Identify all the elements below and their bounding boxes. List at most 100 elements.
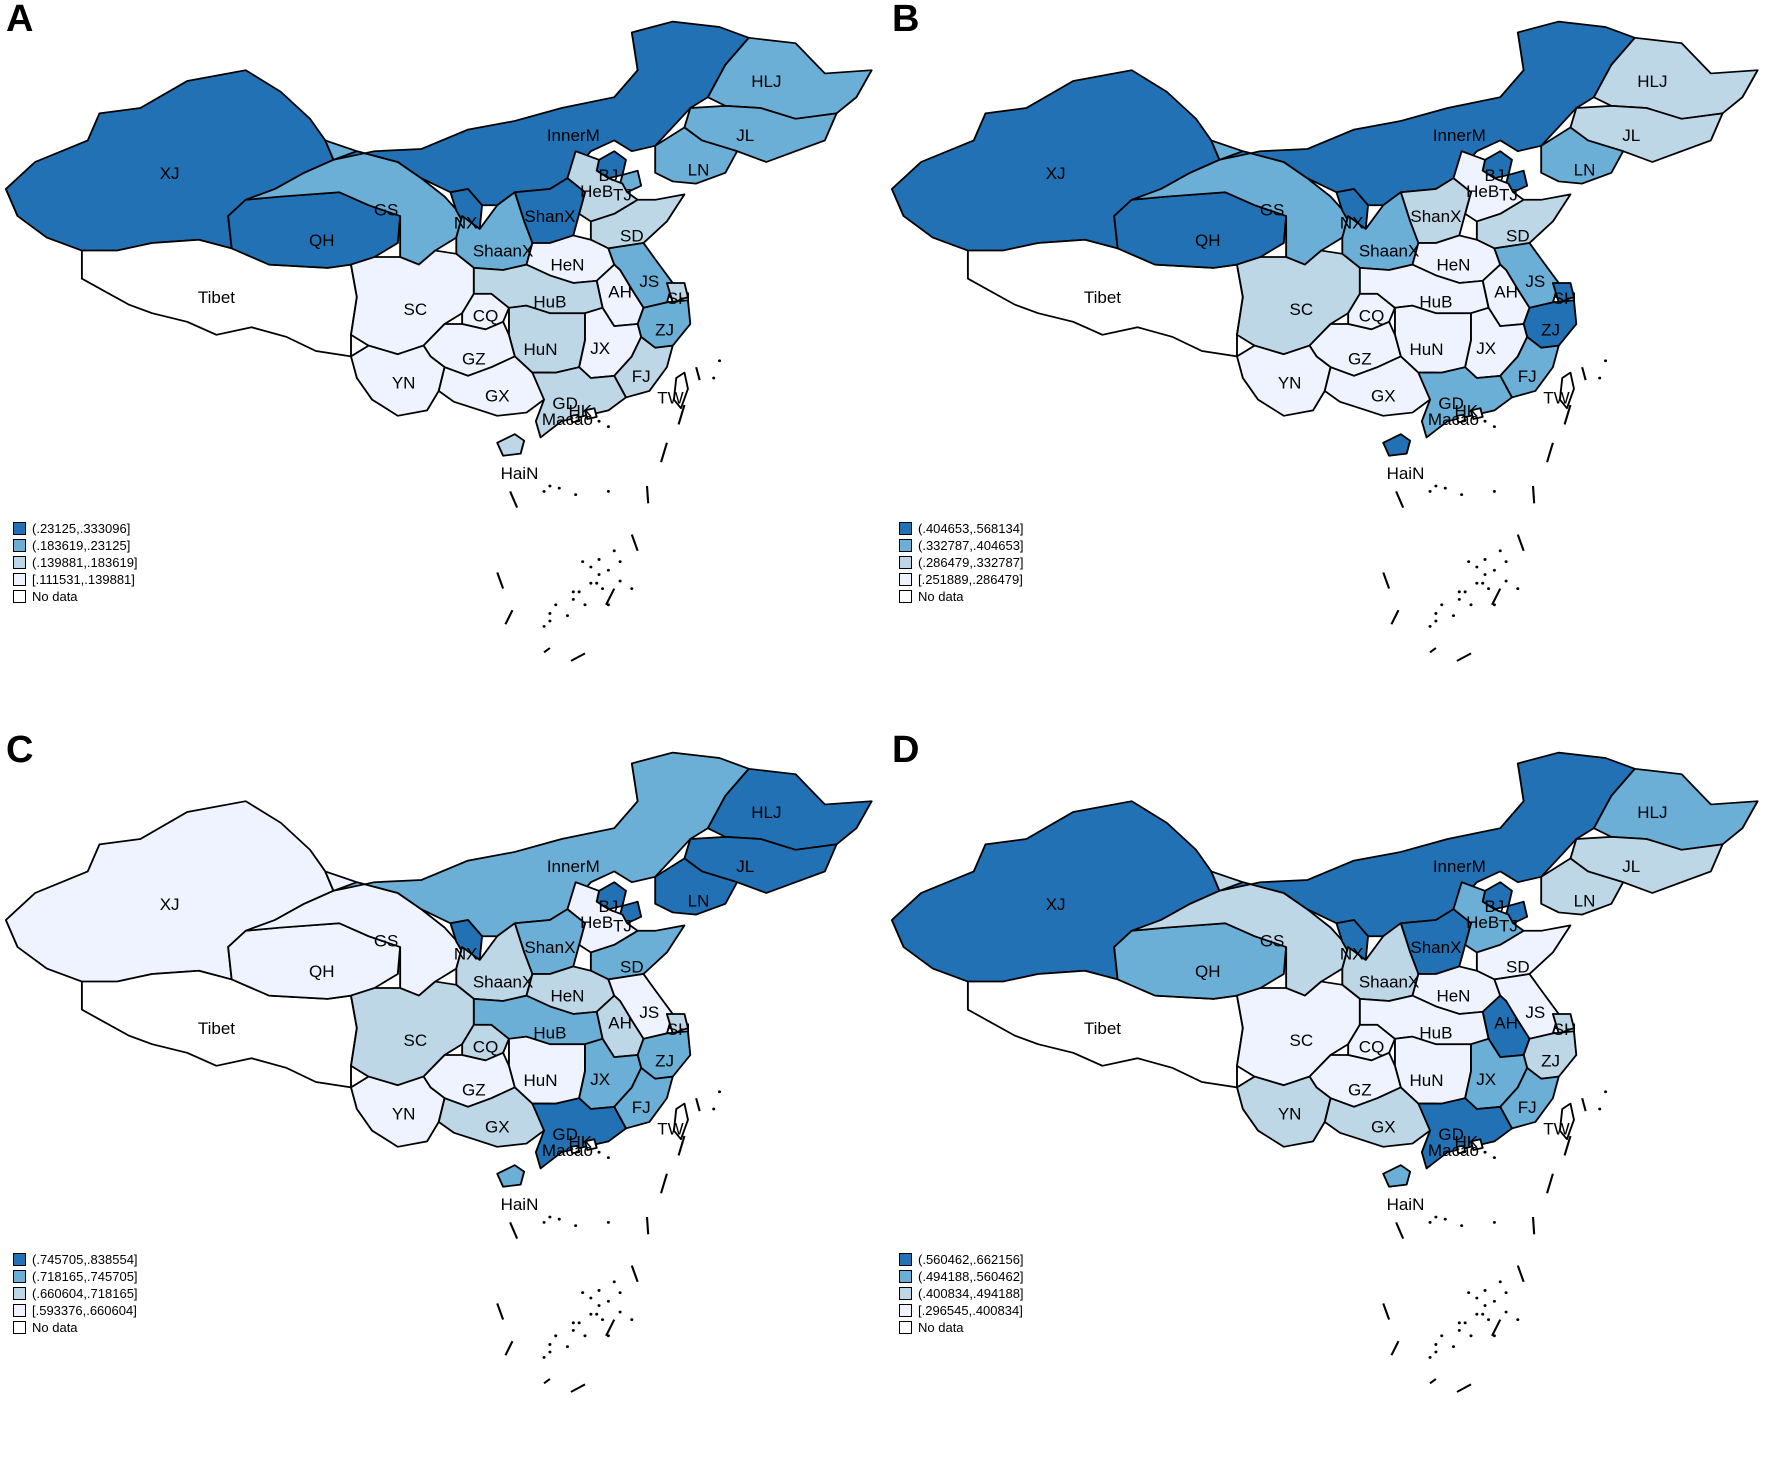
- legend-label: [.593376,.660604]: [32, 1303, 137, 1318]
- province-label-hun: HuN: [1410, 1071, 1444, 1090]
- legend-item: (.183619,.23125]: [13, 537, 138, 554]
- province-hain: [1382, 433, 1412, 457]
- island-dot: [1504, 1310, 1508, 1314]
- island-dot: [1504, 579, 1508, 583]
- island-dot: [583, 603, 587, 607]
- province-label-jx: JX: [1476, 339, 1496, 358]
- province-label-tw: TW: [1543, 1119, 1569, 1138]
- legend-item: (.332787,.404653]: [899, 537, 1024, 554]
- province-label-shaanx: ShaanX: [473, 242, 534, 261]
- island-dot: [618, 579, 622, 583]
- legend-label: (.718165,.745705]: [32, 1269, 138, 1284]
- map-panel-d: D XJ Tibet QH GS InnerM HLJ JL LN BJ TJ HeB ShanX NX S…: [886, 729, 1772, 1462]
- maritime-boundary-dash: [1395, 491, 1405, 508]
- province-label-sc: SC: [1290, 300, 1314, 319]
- province-label-js: JS: [1525, 1003, 1545, 1022]
- province-label-hlj: HLJ: [1637, 803, 1667, 822]
- maritime-boundary-dash: [1491, 588, 1502, 606]
- province-label-yn: YN: [1278, 373, 1302, 392]
- island-dot: [1475, 565, 1479, 569]
- province-label-sc: SC: [404, 300, 428, 319]
- island-dot: [1475, 1296, 1479, 1300]
- legend-item: No data: [13, 1319, 138, 1336]
- island-dot: [571, 597, 575, 601]
- island-dot: [1451, 1345, 1455, 1349]
- island-dot: [548, 619, 552, 623]
- island-dot: [1492, 1299, 1496, 1303]
- map-panel-a: A XJ Tibet QH GS InnerM HLJ JL LN BJ TJ HeB ShanX NX S…: [0, 0, 886, 731]
- island-dot: [1460, 1224, 1464, 1228]
- legend-item: (.139881,.183619]: [13, 554, 138, 571]
- province-label-hk: HK: [1455, 1132, 1479, 1151]
- province-label-tj: TJ: [1499, 916, 1518, 935]
- province-label-macao: Macao: [1428, 410, 1479, 429]
- province-label-cq: CQ: [1359, 306, 1385, 325]
- island-dot: [565, 614, 569, 618]
- legend-item: No data: [899, 588, 1024, 605]
- legend-swatch: [13, 1253, 26, 1266]
- legend-swatch: [899, 590, 912, 603]
- province-label-innerm: InnerM: [547, 126, 600, 145]
- legend-label: (.404653,.568134]: [918, 521, 1024, 536]
- island-dot: [597, 573, 601, 576]
- province-label-hk: HK: [1455, 401, 1479, 420]
- legend-label: (.560462,.662156]: [918, 1252, 1024, 1267]
- province-label-hen: HeN: [550, 256, 584, 275]
- island-dot: [1428, 489, 1432, 493]
- island-dot: [1492, 489, 1496, 493]
- island-dot: [1443, 1217, 1447, 1221]
- island-dot: [1483, 1150, 1487, 1154]
- island-dot: [618, 1310, 622, 1314]
- legend-swatch: [13, 522, 26, 535]
- province-sh: [1551, 282, 1575, 304]
- legend-label: No data: [918, 589, 964, 604]
- island-dot: [1428, 624, 1432, 628]
- island-dot: [597, 419, 601, 423]
- maritime-boundary-dash: [630, 1265, 639, 1283]
- legend-item: [.593376,.660604]: [13, 1302, 138, 1319]
- legend-swatch: [13, 1304, 26, 1317]
- province-label-xj: XJ: [1046, 164, 1066, 183]
- island-dot: [597, 1289, 601, 1292]
- province-label-hun: HuN: [524, 340, 558, 359]
- island-dot: [1440, 603, 1444, 607]
- province-label-gx: GX: [1371, 386, 1396, 405]
- province-label-xj: XJ: [160, 895, 180, 914]
- island-dot: [595, 581, 599, 585]
- province-label-tibet: Tibet: [1084, 288, 1121, 307]
- province-label-bj: BJ: [1484, 166, 1504, 185]
- legend-swatch: [13, 1270, 26, 1283]
- maritime-boundary-dash: [1456, 652, 1472, 662]
- island-dot: [1483, 1289, 1487, 1292]
- province-label-hain: HaiN: [501, 464, 539, 483]
- province-label-tj: TJ: [613, 916, 632, 935]
- island-dot: [1469, 1334, 1473, 1338]
- island-dot: [1492, 1156, 1496, 1160]
- map-panel-b: B XJ Tibet QH GS InnerM HLJ JL LN BJ TJ HeB ShanX NX S…: [886, 0, 1772, 731]
- map-legend: (.745705,.838554] (.718165,.745705] (.6606…: [13, 1251, 138, 1336]
- province-label-sh: SH: [1553, 1020, 1577, 1039]
- maritime-boundary-dash: [1429, 647, 1437, 654]
- province-label-hlj: HLJ: [751, 803, 781, 822]
- province-label-hub: HuB: [1419, 1023, 1452, 1042]
- province-label-jx: JX: [590, 1070, 610, 1089]
- province-gd: [531, 366, 627, 439]
- island-dot: [1457, 1328, 1461, 1332]
- province-label-hen: HeN: [1436, 987, 1470, 1006]
- island-dot: [581, 1291, 585, 1295]
- legend-label: (.745705,.838554]: [32, 1252, 138, 1267]
- island-dot: [606, 425, 610, 429]
- province-macao: [570, 1144, 581, 1155]
- island-dot: [630, 587, 634, 591]
- province-label-hain: HaiN: [1387, 464, 1425, 483]
- province-label-qh: QH: [1195, 231, 1221, 250]
- province-label-gs: GS: [1260, 201, 1285, 220]
- maritime-boundary-dash: [630, 534, 639, 552]
- maritime-boundary-dash: [645, 485, 650, 504]
- province-label-ln: LN: [688, 161, 710, 180]
- province-ln: [1540, 857, 1625, 916]
- province-label-hen: HeN: [550, 987, 584, 1006]
- province-label-sd: SD: [620, 226, 644, 245]
